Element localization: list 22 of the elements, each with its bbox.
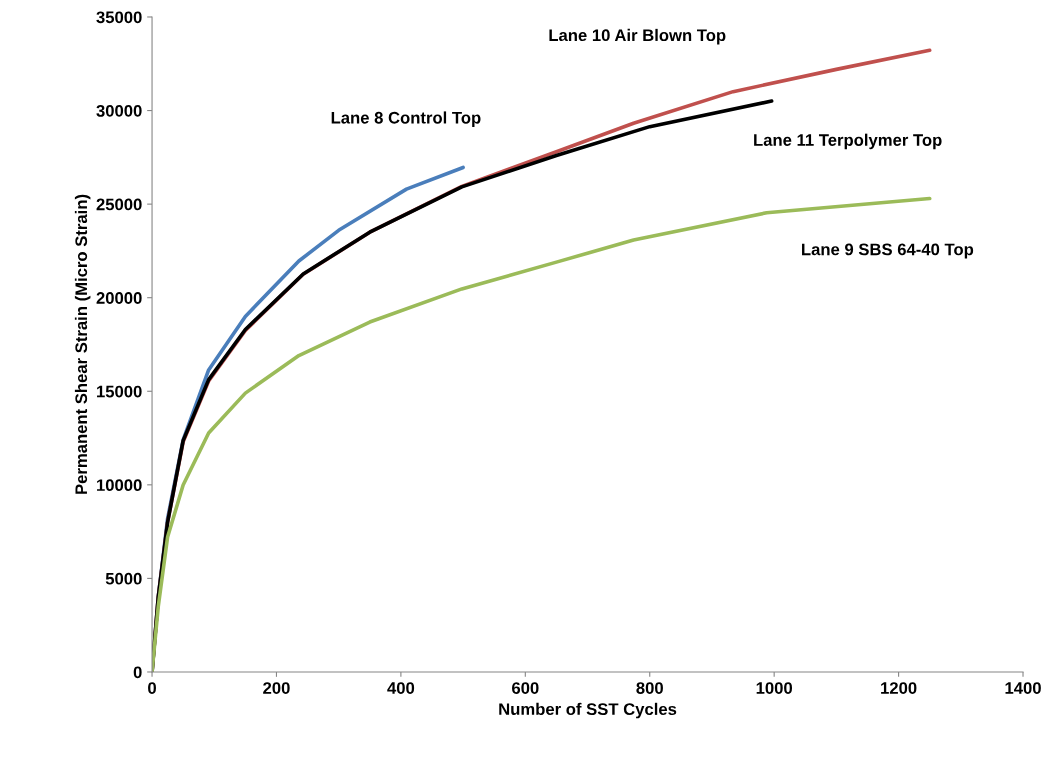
y-tick-label: 10000 [97,479,142,492]
x-tick-label: 0 [148,682,156,694]
y-tick-label: 0 [133,666,142,679]
y-tick-label: 5000 [105,572,142,585]
y-tick-label: 20000 [96,292,142,304]
x-tick-label: 600 [512,682,539,694]
x-tick-label: 200 [263,682,290,694]
text: Lane 9 SBS 64-40 Top [802,243,974,259]
y-tick-label: 30000 [96,104,142,117]
y-tick-label: 25000 [96,198,142,211]
y-axis-title: Permanent Shear Strain (Micro Strain) [74,194,91,494]
x-tick-label: 1400 [1005,682,1041,694]
y-tick-label: 15000 [97,385,142,398]
x-tick-label: 400 [387,682,415,694]
x-tick-label: 1200 [881,682,917,694]
x-axis-title: Number of SST Cycles [499,702,677,719]
y-tick-label: 35000 [96,11,142,24]
series-label: Lane 11 Terpolymer Top [754,133,942,150]
x-tick-label: 800 [636,682,663,694]
text: Lane 10 Air Blown Top [549,28,726,45]
text: Lane 8 Control Top [331,111,481,127]
x-tick-label: 1000 [756,682,793,694]
